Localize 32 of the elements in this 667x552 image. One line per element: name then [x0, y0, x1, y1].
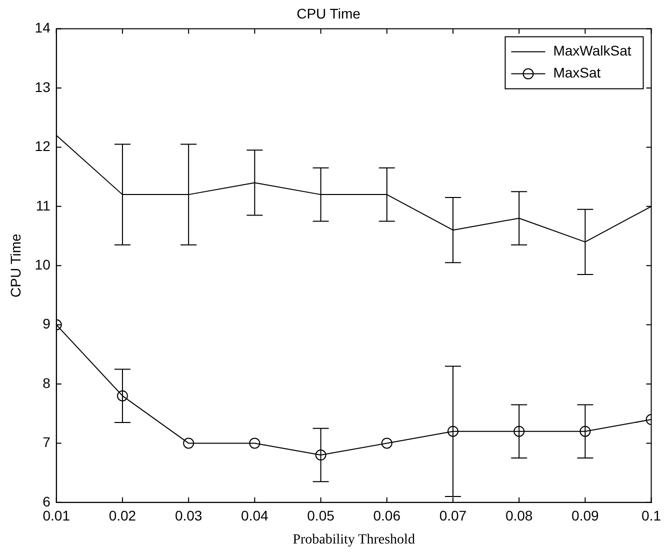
y-tick-label: 11 [36, 197, 51, 214]
y-tick-label: 6 [42, 493, 51, 510]
legend-label: MaxWalkSat [553, 42, 632, 59]
y-axis-title: CPU Time [7, 234, 24, 298]
point [315, 450, 326, 461]
x-tick-label: 0.08 [505, 508, 533, 524]
x-tick-label: 0.05 [307, 508, 335, 524]
point [381, 438, 392, 449]
x-tick-label: 0.01 [42, 508, 70, 524]
x-tick-label: 0.06 [373, 508, 401, 524]
x-tick-label: 0.07 [439, 508, 467, 524]
y-tick-label: 10 [34, 256, 51, 272]
legend-label: MaxSat [553, 64, 601, 81]
point [447, 426, 458, 437]
y-tick-label: 13 [34, 78, 51, 95]
y-tick-label: 9 [42, 316, 51, 332]
y-tick-label: 14 [34, 20, 51, 36]
point [116, 390, 128, 402]
x-tick-label: 0.09 [572, 508, 600, 524]
y-tick-label: 7 [42, 434, 51, 450]
point [580, 426, 591, 437]
chart-title: CPU Time [296, 5, 361, 22]
x-tick-label: 0.03 [174, 508, 202, 524]
point [183, 438, 194, 449]
x-axis-title: Probability Threshold [292, 532, 415, 548]
y-tick-label: 8 [42, 374, 51, 391]
y-tick-label: 12 [34, 138, 51, 154]
x-tick-label: 0.02 [108, 508, 136, 524]
point [514, 426, 525, 437]
x-tick-label: 0.04 [241, 508, 269, 524]
point [249, 438, 260, 449]
x-tick-label: 0.1 [642, 508, 662, 524]
